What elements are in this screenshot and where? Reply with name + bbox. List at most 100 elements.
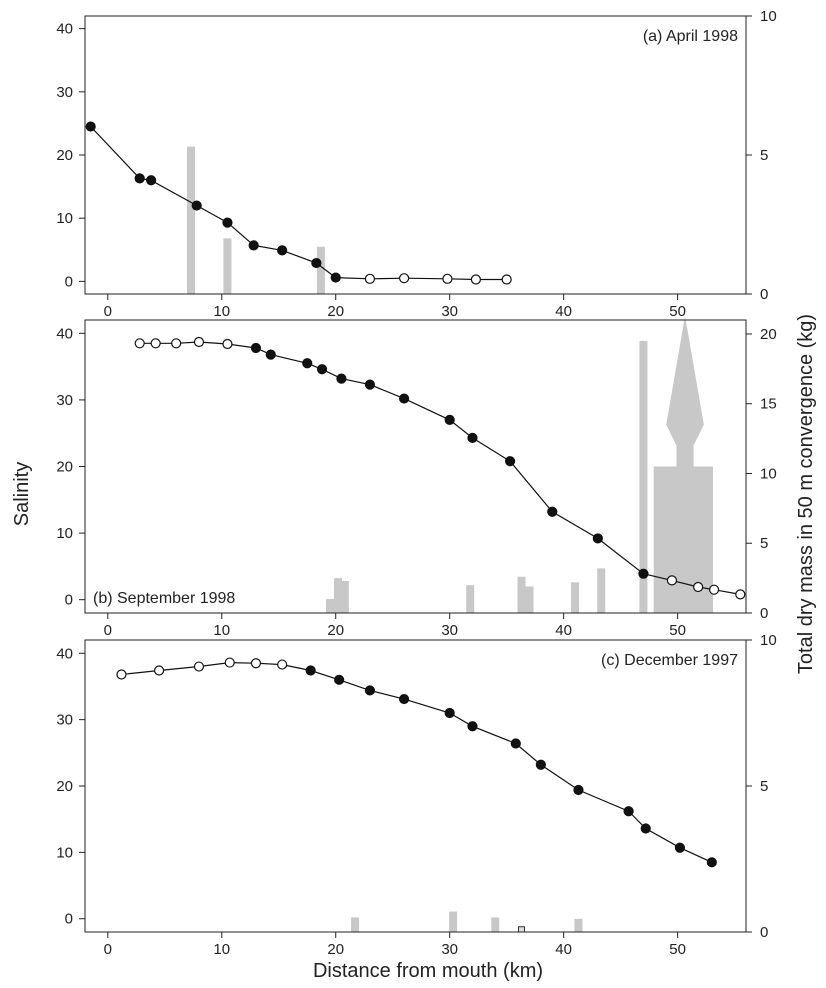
x-tick-label: 50 — [669, 622, 686, 639]
y-tick-label: 30 — [56, 392, 73, 409]
salinity-point-filled — [547, 506, 558, 517]
x-tick-label: 0 — [104, 622, 112, 639]
salinity-point-filled — [399, 693, 410, 705]
salinity-point-open — [224, 657, 235, 668]
salinity-point-open — [116, 669, 127, 680]
salinity-point-open — [134, 338, 145, 349]
y-axis-left-title: Salinity — [11, 462, 33, 526]
x-tick-label: 30 — [441, 622, 458, 639]
y-tick-label: 40 — [56, 325, 73, 342]
x-tick-label: 30 — [441, 941, 458, 958]
mass-bar-outlined — [517, 926, 525, 933]
y2-tick-label: 10 — [760, 8, 777, 25]
salinity-point-open — [364, 273, 376, 284]
salinity-point-filled — [399, 393, 410, 404]
salinity-point-filled — [444, 414, 455, 425]
panel-1: 0 10 20 30 40 50 0 10 20 30 40 0 5 10 (a) April 1998 — [56, 8, 776, 320]
salinity-line — [121, 661, 713, 863]
chart-panels: 0 10 20 30 40 50 0 10 20 30 40 0 5 10 (a) April 1998 0 1… — [56, 8, 776, 958]
salinity-point-filled — [222, 217, 233, 228]
salinity-point-open — [399, 273, 410, 284]
mass-bar — [186, 146, 195, 294]
x-tick-label: 0 — [104, 303, 112, 320]
mass-bar — [466, 585, 475, 613]
mass-bar — [316, 246, 325, 294]
salinity-point-filled — [277, 245, 288, 256]
y-tick-label: 10 — [56, 525, 73, 542]
salinity-point-filled — [535, 759, 546, 770]
salinity-point-filled — [265, 349, 276, 360]
panel-label: (a) April 1998 — [643, 28, 738, 45]
plot-frame — [84, 15, 747, 295]
salinity-point-filled — [134, 173, 145, 184]
salinity-point-filled — [623, 806, 634, 817]
salinity-point-filled — [305, 665, 316, 676]
salinity-point-open — [735, 589, 746, 600]
salinity-point-filled — [334, 674, 345, 685]
x-tick-label: 40 — [555, 303, 572, 320]
x-tick-label: 20 — [327, 303, 344, 320]
salinity-point-open — [666, 575, 678, 586]
salinity-point-open — [150, 338, 161, 349]
salinity-point-filled — [248, 240, 259, 251]
salinity-point-open — [470, 274, 482, 285]
y-tick-label: 40 — [56, 645, 73, 662]
x-tick-label: 10 — [213, 303, 230, 320]
y2-tick-label: 10 — [760, 632, 777, 649]
mass-bar — [326, 599, 335, 613]
salinity-point-open — [193, 661, 205, 672]
salinity-point-open — [277, 659, 288, 670]
salinity-point-filled — [510, 738, 521, 749]
salinity-point-filled — [191, 200, 202, 211]
salinity-point-filled — [311, 257, 322, 269]
salinity-point-filled — [85, 121, 96, 132]
salinity-point-open — [153, 665, 165, 676]
x-tick-label: 50 — [669, 941, 686, 958]
panel-2: 0 10 20 30 40 50 0 10 20 30 40 0 5 10 15 20 (b) Septembe… — [56, 315, 777, 639]
y-tick-label: 10 — [56, 210, 73, 227]
y-tick-label: 0 — [65, 911, 73, 928]
salinity-line — [139, 341, 741, 595]
y-tick-label: 20 — [56, 778, 73, 795]
mass-bar — [574, 918, 583, 932]
salinity-point-open — [171, 338, 182, 349]
salinity-point-filled — [504, 456, 516, 467]
y-tick-label: 20 — [56, 459, 73, 476]
salinity-point-filled — [302, 358, 313, 369]
salinity-line — [90, 126, 507, 281]
mass-bar — [351, 917, 360, 932]
salinity-point-open — [193, 336, 205, 348]
mass-arrow-off-scale — [653, 315, 713, 613]
panel-label: (c) December 1997 — [601, 652, 738, 669]
y-axis-right-title: Total dry mass in 50 m convergence (kg) — [795, 314, 817, 674]
mass-bar — [525, 586, 534, 613]
mass-bar — [340, 580, 349, 613]
salinity-point-filled — [706, 857, 717, 868]
salinity-point-open — [442, 273, 453, 284]
salinity-point-filled — [364, 685, 376, 696]
panel-3: 0 10 20 30 40 50 0 10 20 30 40 0 5 10 (c) December 199… — [56, 632, 776, 958]
salinity-point-open — [501, 274, 512, 285]
salinity-point-open — [708, 584, 720, 595]
y-tick-label: 30 — [56, 712, 73, 729]
x-axis-title: Distance from mouth (km) — [313, 960, 543, 982]
salinity-point-open — [222, 338, 233, 350]
mass-bar — [223, 238, 232, 294]
salinity-point-filled — [467, 721, 478, 732]
salinity-point-filled — [674, 842, 686, 853]
y2-tick-label: 20 — [760, 326, 777, 343]
y-tick-label: 40 — [56, 21, 73, 38]
x-tick-label: 50 — [669, 303, 686, 320]
x-tick-label: 40 — [555, 941, 572, 958]
mass-bar — [571, 582, 580, 613]
salinity-point-filled — [573, 784, 584, 796]
y2-tick-label: 5 — [760, 535, 768, 552]
y-tick-label: 0 — [65, 273, 73, 290]
y-tick-label: 10 — [56, 844, 73, 861]
y2-tick-label: 10 — [760, 465, 777, 482]
x-tick-label: 10 — [213, 622, 230, 639]
x-tick-label: 30 — [441, 303, 458, 320]
x-tick-label: 20 — [327, 622, 344, 639]
mass-bar — [491, 917, 500, 932]
x-tick-label: 40 — [555, 622, 572, 639]
